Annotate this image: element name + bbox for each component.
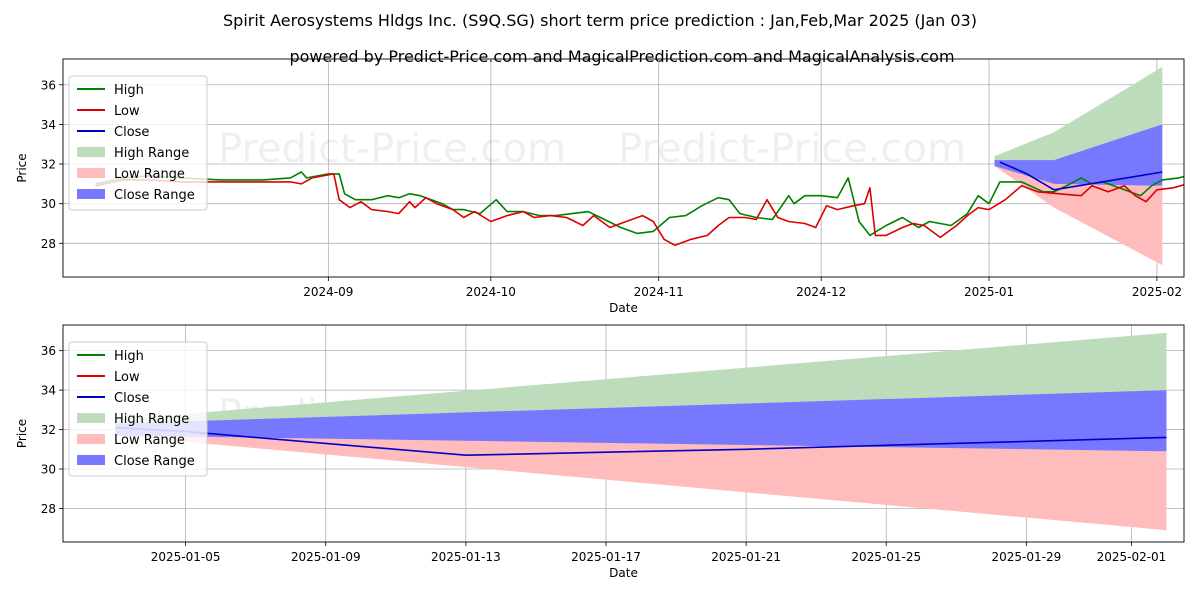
y-tick-label: 34 (41, 118, 56, 132)
x-tick-label: 2025-01-29 (991, 550, 1061, 564)
watermark-text: Predict-Price.com (618, 274, 966, 320)
x-tick-label: 2025-01-13 (431, 550, 501, 564)
high-range-legend-label: High Range (114, 412, 189, 427)
x-tick-label: 2025-01-17 (571, 550, 641, 564)
close-legend-label: Close (114, 125, 149, 140)
y-tick-label: 36 (41, 344, 56, 358)
x-tick-label: 2024-11 (634, 285, 684, 299)
x-tick-label: 2025-01-09 (291, 550, 361, 564)
y-tick-label: 30 (41, 197, 56, 211)
y-tick-label: 32 (41, 158, 56, 172)
x-tick-label: 2025-02-01 (1097, 550, 1167, 564)
chart-title: Spirit Aerosystems Hldgs Inc. (S9Q.SG) s… (223, 11, 977, 30)
y-tick-label: 32 (41, 423, 56, 437)
x-tick-label: 2025-01-25 (851, 550, 921, 564)
x-tick-label: 2025-01 (964, 285, 1014, 299)
high-range-legend-swatch (77, 413, 105, 423)
x-tick-label: 2025-01-05 (151, 550, 221, 564)
axes-frame (62, 324, 1185, 543)
x-axis-label: Date (609, 301, 638, 315)
close-range-legend-label: Close Range (114, 454, 195, 469)
watermark-text: Predict-Price.com (218, 274, 566, 320)
x-axis-label: Date (609, 566, 638, 580)
high-legend-label: High (114, 349, 144, 364)
y-axis-label: Price (15, 419, 29, 448)
watermark-text: Predict-Price.com (218, 126, 566, 172)
low-series-line (95, 173, 1184, 247)
watermark-text: Predict-Price.com (618, 540, 966, 586)
chart-subtitle: powered by Predict-Price.com and Magical… (289, 47, 954, 66)
low-range-legend-label: Low Range (114, 167, 185, 182)
x-tick-label: 2024-12 (796, 285, 846, 299)
close-range-legend-swatch (77, 189, 105, 199)
legend: High Low Close High Range Low Range Close Ran… (68, 341, 208, 477)
watermark-text: Predict-Price.com (618, 126, 966, 172)
close-range-area (115, 390, 1167, 452)
close-legend-label: Close (114, 391, 149, 406)
low-range-legend-swatch (77, 434, 105, 444)
x-tick-label: 2024-10 (466, 285, 516, 299)
y-tick-label: 34 (41, 384, 56, 398)
bottom-chart-panel: Predict-Price.comPredict-Price.comPredic… (15, 324, 1185, 586)
close-series-line (115, 426, 1167, 457)
x-tick-label: 2025-02 (1132, 285, 1182, 299)
close-series-line (999, 161, 1163, 191)
low-legend-label: Low (114, 370, 140, 385)
close-range-legend-swatch (77, 455, 105, 465)
x-tick-label: 2025-01-21 (711, 550, 781, 564)
low-range-area (115, 425, 1167, 531)
low-range-legend-label: Low Range (114, 433, 185, 448)
high-legend-label: High (114, 83, 144, 98)
watermark-group: Predict-Price.com Predict-Price.com Predic… (218, 126, 966, 320)
axes-frame (62, 58, 1185, 278)
y-tick-label: 30 (41, 463, 56, 477)
close-range-area (994, 124, 1163, 186)
high-range-legend-label: High Range (114, 146, 189, 161)
watermark-text: Predict-Price.com (218, 540, 566, 586)
low-legend-label: Low (114, 104, 140, 119)
x-tick-label: 2024-09 (303, 285, 353, 299)
close-range-legend-label: Close Range (114, 188, 195, 203)
high-range-legend-swatch (77, 147, 105, 157)
y-tick-label: 28 (41, 502, 56, 516)
legend: High Low Close High Range Low Range Close Ran… (68, 75, 208, 211)
y-tick-label: 28 (41, 237, 56, 251)
y-tick-label: 36 (41, 78, 56, 92)
low-range-legend-swatch (77, 168, 105, 178)
y-axis-label: Price (15, 153, 29, 182)
top-chart-panel: Predict-Price.com Predict-Price.com Predic… (15, 58, 1185, 320)
